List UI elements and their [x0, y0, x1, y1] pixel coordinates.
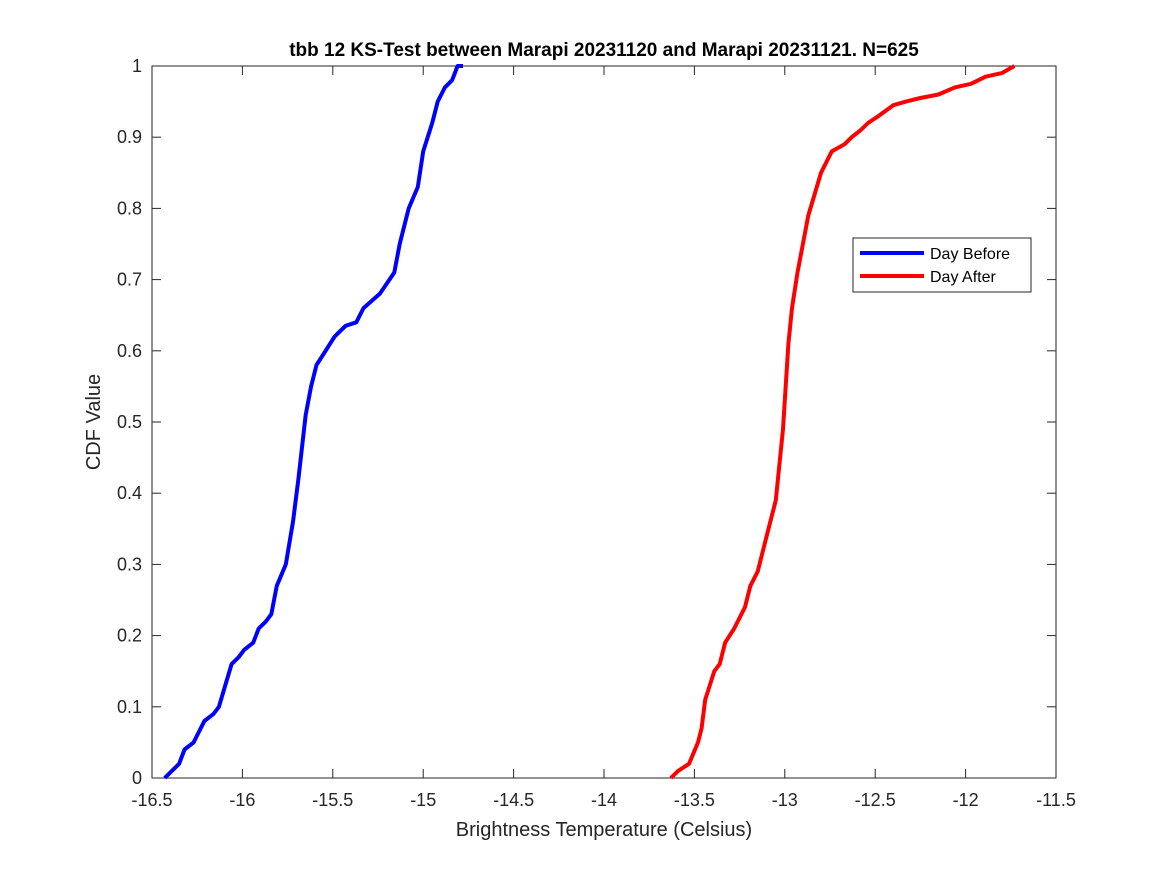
x-tick-label: -12 [953, 790, 979, 810]
x-tick-label: -13.5 [674, 790, 715, 810]
y-tick-label: 0.5 [117, 412, 142, 432]
x-tick-label: -15 [410, 790, 436, 810]
x-tick-label: -12.5 [855, 790, 896, 810]
x-tick-label: -11.5 [1036, 790, 1076, 810]
plot-area: -16.5 -16 -15.5 -15 -14.5 -14 -13.5 -13 -12.5 -12… [117, 56, 1076, 810]
chart-title: tbb 12 KS-Test between Marapi 20231120 a… [289, 40, 919, 61]
y-tick-label: 0.3 [117, 554, 142, 574]
series-line-day-after [669, 64, 1016, 780]
y-axis-label: CDF Value [83, 374, 105, 470]
legend: Day Before Day After [852, 237, 1032, 293]
legend-label-day-before: Day Before [930, 246, 1010, 263]
y-tick-label: 0 [132, 768, 142, 788]
legend-label-day-after: Day After [930, 269, 996, 286]
series-line-day-before [163, 64, 463, 780]
y-tick-label: 1 [132, 56, 142, 76]
y-tick-label: 0.9 [117, 127, 142, 147]
x-tick-label: -14.5 [493, 790, 534, 810]
y-tick-label: 0.6 [117, 341, 142, 361]
tick-layer: -16.5 -16 -15.5 -15 -14.5 -14 -13.5 -13 -12.5 -12… [117, 56, 1076, 810]
x-tick-label: -15.5 [312, 790, 353, 810]
y-tick-label: 0.7 [117, 270, 142, 290]
axes-box [151, 65, 1057, 779]
y-tick-label: 0.1 [117, 697, 142, 717]
x-tick-label: -16.5 [131, 790, 172, 810]
x-tick-label: -16 [229, 790, 255, 810]
y-tick-label: 0.4 [117, 483, 142, 503]
series-layer [163, 64, 1016, 780]
legend-box [852, 237, 1032, 293]
x-tick-label: -14 [591, 790, 617, 810]
y-tick-label: 0.8 [117, 198, 142, 218]
x-tick-label: -13 [772, 790, 798, 810]
x-axis-label: Brightness Temperature (Celsius) [456, 819, 752, 841]
y-tick-label: 0.2 [117, 626, 142, 646]
